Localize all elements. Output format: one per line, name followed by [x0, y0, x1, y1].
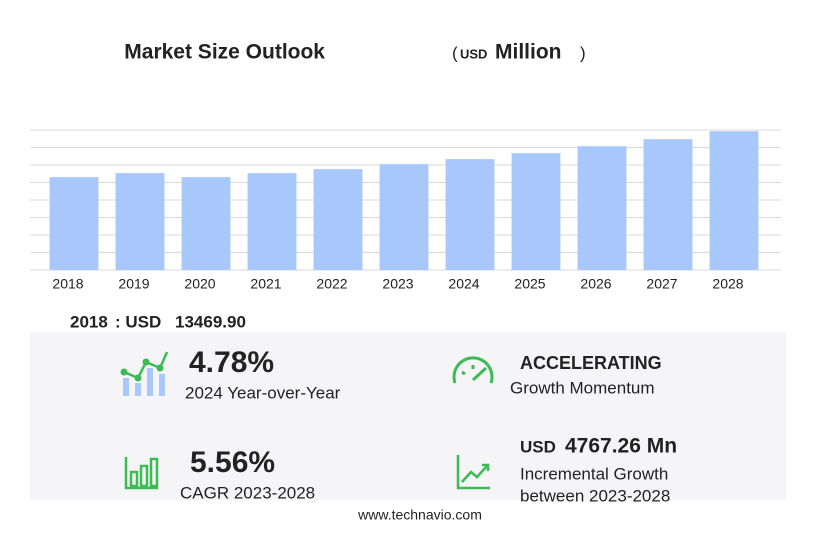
bar — [247, 173, 297, 270]
x-tick-label: 2028 — [712, 276, 743, 292]
bar — [577, 146, 627, 270]
kpi-value: ACCELERATING — [520, 353, 662, 373]
chart-title: Market Size Outlook — [124, 41, 325, 64]
bar — [511, 153, 561, 270]
x-tick-label: 2020 — [184, 276, 215, 292]
unit-open: ( — [452, 43, 458, 62]
x-tick-label: 2018 — [52, 276, 83, 292]
incremental-icon — [456, 455, 490, 490]
cagr-icon — [124, 457, 159, 490]
x-tick-label: 2022 — [316, 276, 347, 292]
kpi-caption: Growth Momentum — [510, 378, 655, 397]
x-tick-label: 2026 — [580, 276, 611, 292]
kpi-value: 4.78% — [189, 346, 274, 379]
kpi-caption: CAGR 2023-2028 — [180, 483, 315, 502]
x-tick-label: 2025 — [514, 276, 545, 292]
momentum-icon — [452, 356, 494, 384]
bar — [643, 139, 693, 270]
bar — [709, 131, 759, 270]
stats-panel — [30, 332, 786, 500]
footer: www.technavio.com — [357, 507, 482, 523]
bar — [445, 159, 495, 270]
bar — [181, 177, 231, 270]
unit-name: Million — [495, 41, 562, 64]
plot: 2018 2019 2020 2021 2022 2023 2024 2025 2026 2027… — [30, 129, 781, 292]
unit-close: ) — [580, 43, 586, 62]
unit-currency: USD — [460, 46, 487, 61]
x-tick-label: 2024 — [448, 276, 479, 292]
yoy-icon — [120, 351, 169, 396]
bar — [115, 173, 165, 270]
x-tick-label: 2023 — [382, 276, 413, 292]
summary-year: 2018 — [70, 312, 108, 331]
kpi-caption: between 2023-2028 — [520, 486, 670, 505]
bar — [379, 164, 429, 270]
kpi-value: 4767.26 Mn — [565, 435, 677, 458]
bar — [313, 169, 363, 270]
summary-label: : USD — [115, 312, 161, 331]
kpi-value: 5.56% — [190, 446, 275, 479]
x-tick-label: 2027 — [646, 276, 677, 292]
kpi-caption: 2024 Year-over-Year — [185, 383, 341, 402]
x-tick-label: 2019 — [118, 276, 149, 292]
summary-value: 13469.90 — [175, 312, 246, 331]
kpi-caption: Incremental Growth — [520, 464, 668, 483]
x-tick-label: 2021 — [250, 276, 281, 292]
kpi-currency: USD — [520, 437, 556, 456]
bar — [49, 177, 99, 270]
